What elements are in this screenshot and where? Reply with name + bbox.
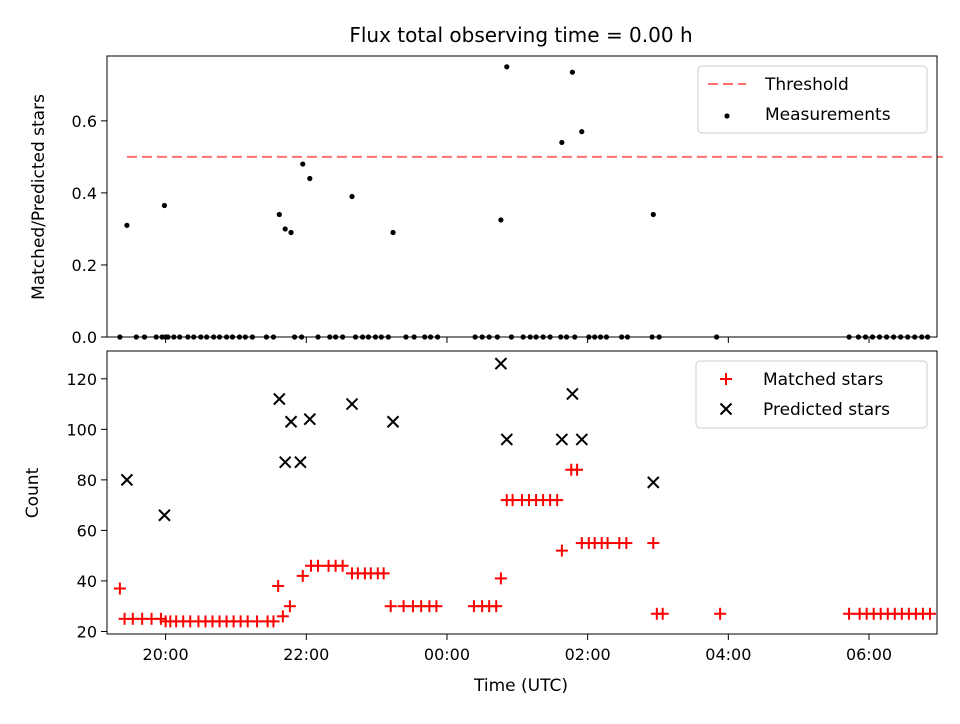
matched-star-point <box>267 615 280 628</box>
measurement-point <box>276 211 282 218</box>
matched-star-point <box>430 600 443 613</box>
bottom-y-tick-label: 120 <box>66 370 97 389</box>
matched-star-point <box>551 494 564 507</box>
matched-star-point <box>296 569 309 582</box>
legend-threshold-label: Threshold <box>764 75 849 95</box>
top-y-tick-label: 0.4 <box>72 184 97 203</box>
top-legend-box <box>697 65 928 134</box>
predicted-star-point <box>494 357 508 370</box>
matched-star-point <box>656 607 669 620</box>
bottom-x-ticks: 20:00 22:00 00:00 02:00 04:00 06:00 <box>143 634 892 664</box>
measurement-point <box>390 229 396 236</box>
x-tick-label: 02:00 <box>565 645 611 664</box>
legend-measurements-label: Measurements <box>765 105 891 125</box>
measurement-point <box>504 64 510 70</box>
bottom-legend-box <box>695 360 928 429</box>
bottom-y-axis-label: Count <box>23 467 43 518</box>
measurement-point <box>282 226 288 232</box>
legend-predicted-swatch <box>719 402 733 416</box>
predicted-star-point <box>294 455 307 469</box>
measurement-point <box>650 211 656 218</box>
legend-plus-marker <box>720 373 732 385</box>
top-y-axis-label: Matched/Predicted stars <box>29 94 49 300</box>
x-tick-label: 00:00 <box>424 645 470 664</box>
x-tick-label: 06:00 <box>846 645 892 664</box>
matched-star-point <box>251 615 264 628</box>
bottom-plot-frame <box>106 350 938 635</box>
matched-star-point <box>494 572 507 585</box>
matched-star-point <box>113 582 126 595</box>
x-axis-label: Time (UTC) <box>473 676 568 696</box>
matched-star-point <box>714 607 727 620</box>
predicted-star-point <box>500 433 513 446</box>
measurement-point <box>569 69 576 75</box>
legend-matched-label: Matched stars <box>763 370 883 390</box>
top-y-tick-label: 0.2 <box>72 256 97 275</box>
top-plot-frame <box>106 55 938 338</box>
top-y-ticks: 0.0 0.2 0.4 0.6 <box>72 112 107 347</box>
measurement-point <box>307 175 313 182</box>
measurement-point <box>300 161 306 167</box>
legend-matched-swatch <box>720 373 732 385</box>
matched-star-point <box>647 537 660 550</box>
matched-star-point <box>272 579 285 592</box>
bottom-y-tick-label: 40 <box>77 572 97 591</box>
predicted-star-point <box>555 433 569 446</box>
matched-star-point <box>276 610 289 623</box>
matched-star-point <box>601 537 614 550</box>
bottom-marks <box>113 357 936 628</box>
predicted-star-point <box>273 392 286 406</box>
matched-star-point <box>312 559 325 572</box>
measurement-point <box>349 193 355 200</box>
predicted-star-point <box>158 509 171 522</box>
measurement-point <box>161 202 168 209</box>
bottom-y-tick-label: 20 <box>77 622 97 641</box>
predicted-star-point <box>345 397 359 411</box>
measurement-point <box>124 222 130 228</box>
matched-star-point <box>843 607 856 620</box>
predicted-star-point <box>120 473 134 487</box>
x-tick-label: 22:00 <box>283 645 329 664</box>
matched-star-point <box>620 537 633 550</box>
legend-x-marker <box>719 402 733 416</box>
bottom-y-tick-label: 60 <box>77 521 97 540</box>
matched-star-point <box>283 600 296 613</box>
top-y-tick-label: 0.6 <box>72 112 97 131</box>
predicted-star-point <box>386 415 400 428</box>
bottom-legend: Matched stars Predicted stars <box>695 360 928 429</box>
matched-star-point <box>384 600 397 613</box>
measurement-point <box>579 129 585 135</box>
measurement-point <box>498 217 504 223</box>
chart-title: Flux total observing time = 0.00 h <box>349 23 692 47</box>
predicted-star-point <box>575 433 588 446</box>
bottom-y-ticks: 20 40 60 80 100 120 <box>66 370 107 641</box>
predicted-star-point <box>284 415 298 428</box>
legend-measurements-swatch <box>724 113 730 119</box>
matched-star-point <box>490 600 503 613</box>
predicted-star-point <box>647 476 660 489</box>
top-x-ticks <box>165 337 870 343</box>
bottom-y-tick-label: 80 <box>77 471 97 490</box>
legend-predicted-label: Predicted stars <box>763 400 890 420</box>
matched-star-point <box>571 463 584 476</box>
top-legend: Threshold Measurements <box>697 65 928 134</box>
predicted-star-point <box>566 387 579 401</box>
measurement-point <box>288 229 294 236</box>
matched-star-point <box>336 559 349 572</box>
predicted-star-point <box>278 455 292 469</box>
x-tick-label: 20:00 <box>143 645 189 664</box>
x-tick-label: 04:00 <box>705 645 751 664</box>
matched-star-point <box>923 607 936 620</box>
matched-star-point <box>555 544 568 557</box>
measurement-point <box>559 139 565 146</box>
bottom-y-tick-label: 100 <box>66 420 97 439</box>
matched-star-point <box>377 567 390 580</box>
top-y-tick-label: 0.0 <box>72 328 97 347</box>
predicted-star-point <box>303 413 317 426</box>
